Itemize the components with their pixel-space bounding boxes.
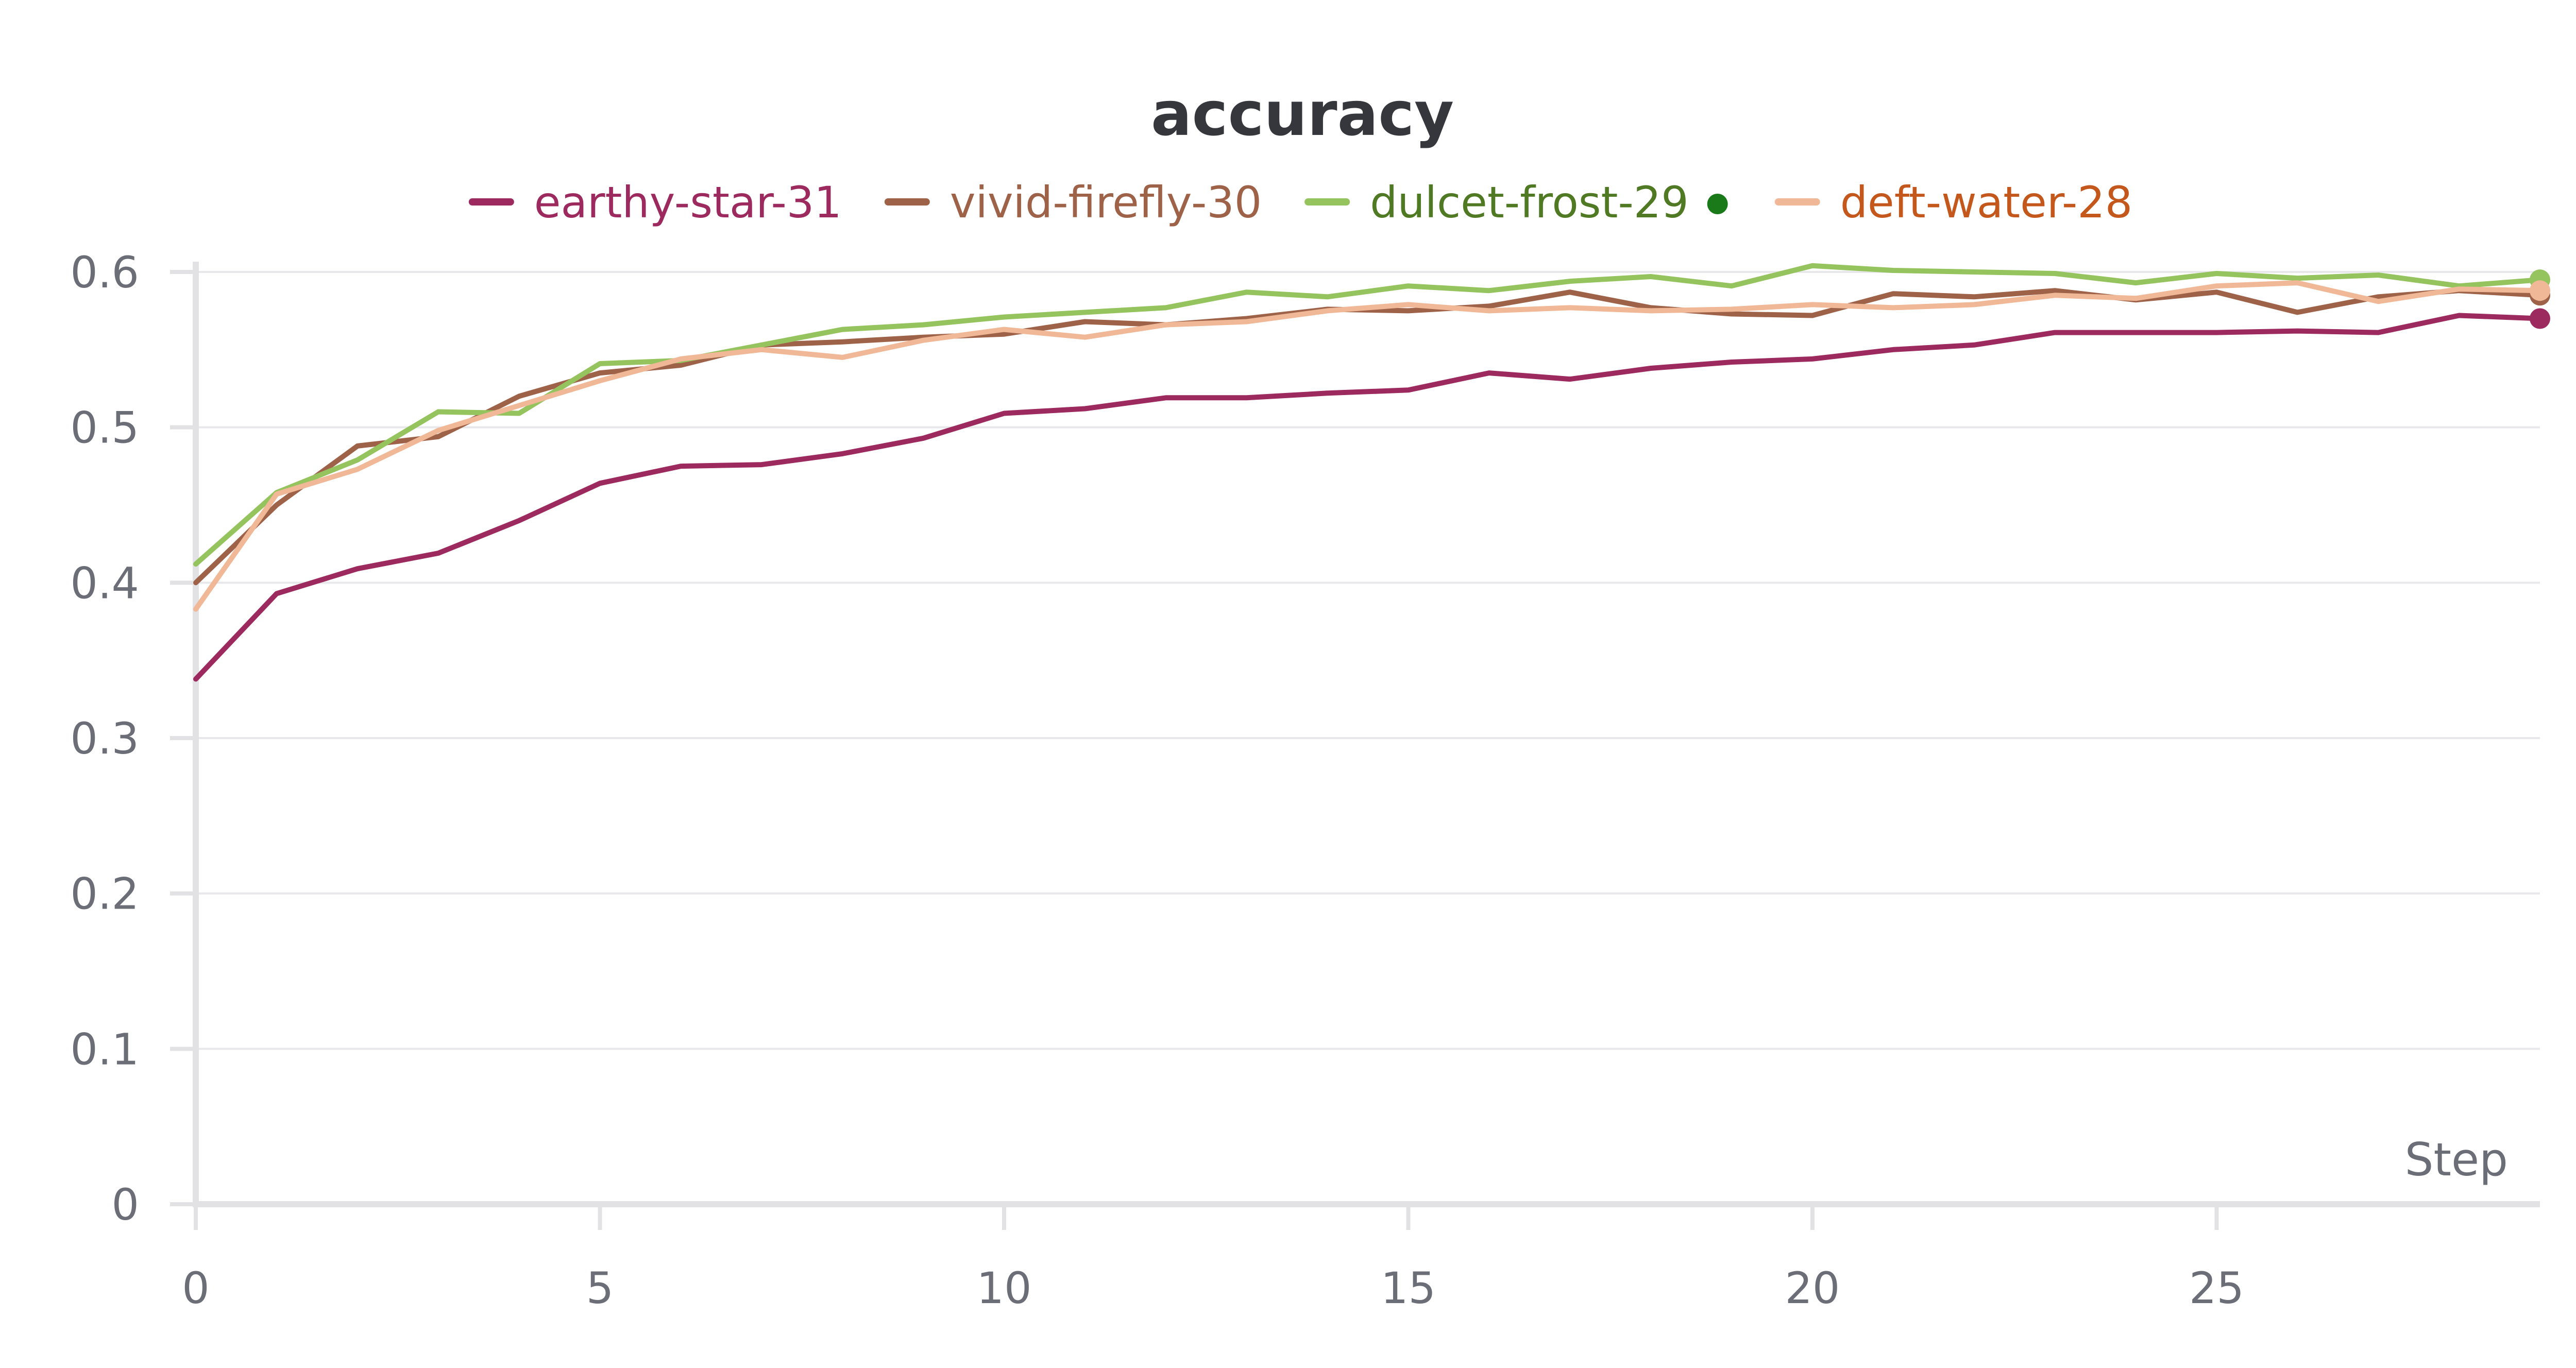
legend-label: earthy-star-31 bbox=[534, 177, 842, 228]
endpoint-deft-water-28 bbox=[2530, 280, 2550, 301]
x-tick-label: 15 bbox=[1381, 1263, 1436, 1313]
series-lines bbox=[193, 263, 2543, 682]
x-tick-label: 0 bbox=[182, 1263, 209, 1313]
y-tick-label: 0.5 bbox=[70, 403, 139, 453]
legend-item-earthy-star-31: earthy-star-31 bbox=[468, 177, 842, 228]
y-tick-label: 0.2 bbox=[70, 869, 139, 919]
x-tick-label: 10 bbox=[977, 1263, 1032, 1313]
legend-status-dot bbox=[1707, 194, 1728, 214]
x-axis-ticks: 0 5 10 15 20 25 bbox=[182, 1204, 2244, 1313]
series-line-deft-water-28 bbox=[193, 280, 2543, 612]
x-tick-label: 20 bbox=[1785, 1263, 1840, 1313]
x-tick-label: 25 bbox=[2189, 1263, 2244, 1313]
y-tick-label: 0.6 bbox=[70, 247, 139, 298]
legend-item-dulcet-frost-29: dulcet-frost-29 bbox=[1304, 177, 1728, 228]
legend-label: vivid-firefly-30 bbox=[950, 177, 1262, 228]
endpoint-earthy-star-31 bbox=[2530, 308, 2550, 329]
x-tick-label: 5 bbox=[586, 1263, 614, 1313]
legend-item-vivid-firefly-30: vivid-firefly-30 bbox=[884, 177, 1262, 228]
series-endpoints bbox=[2530, 269, 2550, 329]
y-tick-label: 0.4 bbox=[70, 558, 139, 608]
legend-label: deft-water-28 bbox=[1840, 177, 2133, 228]
gridlines bbox=[196, 271, 2540, 1050]
legend-item-deft-water-28: deft-water-28 bbox=[1774, 177, 2133, 228]
y-tick-label: 0.3 bbox=[70, 713, 139, 764]
series-line-dulcet-frost-29 bbox=[193, 263, 2543, 567]
y-tick-label: 0.1 bbox=[70, 1024, 139, 1074]
chart-title: accuracy bbox=[1151, 78, 1454, 149]
axes bbox=[193, 262, 2540, 1207]
legend: earthy-star-31 vivid-firefly-30 dulcet-fro… bbox=[468, 177, 2133, 228]
series-line-earthy-star-31 bbox=[193, 313, 2543, 682]
y-axis-ticks: 0 0.1 0.2 0.3 0.4 0.5 0.6 bbox=[70, 247, 196, 1230]
x-axis-title: Step bbox=[2405, 1133, 2508, 1186]
legend-label: dulcet-frost-29 bbox=[1370, 177, 1689, 228]
y-tick-label: 0 bbox=[112, 1179, 139, 1230]
